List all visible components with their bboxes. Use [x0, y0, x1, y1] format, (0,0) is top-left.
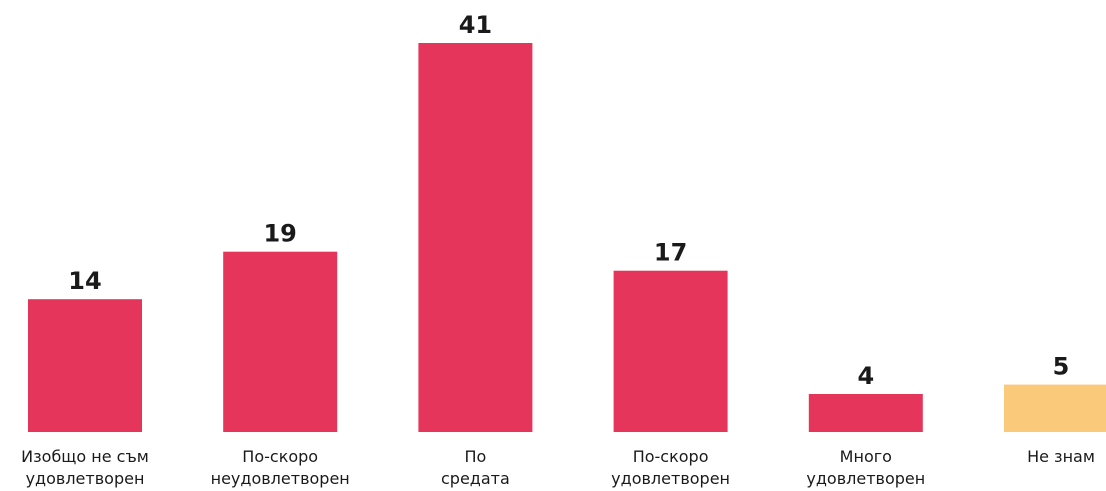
category-label-2: По-скоро неудовлетворен [211, 447, 350, 488]
category-label-5-line-2: удовлетворен [806, 469, 925, 488]
bar-4 [613, 270, 728, 432]
bar-1 [28, 299, 142, 432]
value-label-2: 19 [263, 220, 296, 248]
value-label-3: 41 [459, 11, 492, 39]
category-label-3-line-1: По [464, 447, 486, 466]
category-label-2-line-2: неудовлетворен [211, 469, 350, 488]
bar-3 [418, 43, 533, 432]
bars-group [28, 43, 1106, 432]
category-label-6: Не знам [1027, 447, 1095, 466]
value-label-5: 4 [857, 362, 874, 390]
category-label-1-line-1: Изобщо не съм [21, 447, 149, 466]
value-label-4: 17 [654, 239, 687, 267]
bar-5 [808, 394, 923, 432]
category-label-1-line-2: удовлетворен [26, 469, 145, 488]
category-label-3: По средата [441, 447, 510, 488]
category-label-5: Много удовлетворен [806, 447, 925, 488]
category-label-1: Изобщо не съм удовлетворен [21, 447, 149, 488]
value-label-6: 5 [1053, 353, 1070, 381]
category-label-4-line-2: удовлетворен [611, 469, 730, 488]
value-label-1: 14 [68, 267, 101, 295]
category-label-4-line-1: По-скоро [633, 447, 709, 466]
value-labels-group: 14 19 41 17 4 5 [68, 11, 1069, 390]
bar-2 [223, 251, 338, 432]
category-label-4: По-скоро удовлетворен [611, 447, 730, 488]
category-label-2-line-1: По-скоро [242, 447, 318, 466]
category-label-6-line-1: Не знам [1027, 447, 1095, 466]
category-labels-group: Изобщо не съм удовлетворен По-скоро неудовл… [21, 447, 1095, 488]
bar-6 [1004, 384, 1106, 432]
category-label-5-line-1: Много [840, 447, 892, 466]
category-label-3-line-2: средата [441, 469, 510, 488]
